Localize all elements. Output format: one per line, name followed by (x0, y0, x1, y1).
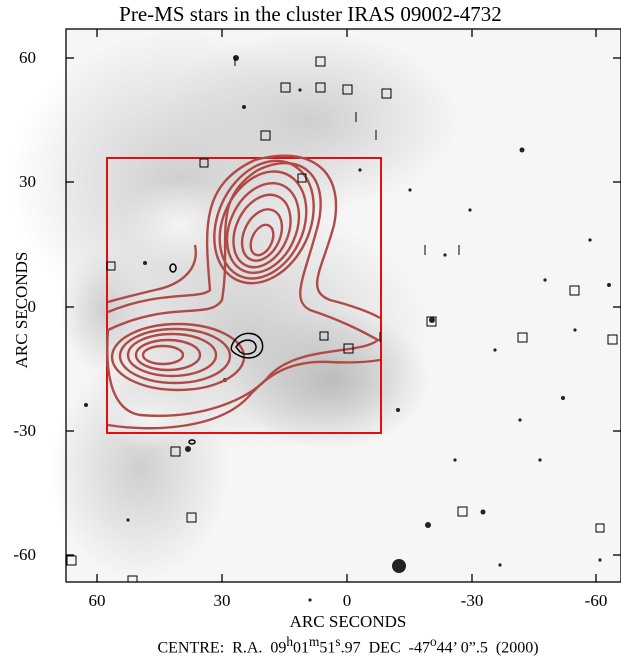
ra-minute-unit: m (309, 634, 320, 649)
x-tick-label: 0 (342, 591, 352, 610)
dec-arcsec-fraction: 5 (479, 639, 488, 657)
y-tick-label: 30 (19, 172, 36, 191)
x-axis-title: ARC SECONDS (289, 612, 407, 631)
red-contours-outer (106, 154, 381, 430)
y-tick-label: 60 (19, 48, 36, 67)
y-tick-label: -30 (13, 421, 36, 440)
dec-label: DEC -47 (360, 639, 430, 657)
dec-arcmin: 44 (436, 639, 453, 657)
ra-hour-unit: h (286, 634, 294, 649)
x-tick-label: 60 (88, 591, 106, 610)
y-tick-label: 0 (27, 297, 37, 316)
dec-degree-unit: o (429, 634, 437, 649)
x-tick-label: 30 (213, 591, 231, 610)
plot-axes-frame (65, 28, 621, 583)
ra-minutes: 01 (293, 639, 310, 657)
red-region-box (106, 157, 382, 434)
centre-coordinates: CENTRE: R.A. 09h01m51s.97 DEC -47o44’ 0”… (157, 634, 539, 657)
plot-title: Pre-MS stars in the cluster IRAS 09002-4… (119, 2, 502, 26)
ra-seconds: 51 (319, 639, 336, 657)
epoch: (2000) (487, 639, 539, 657)
ra-seconds-fraction: 97 (344, 639, 361, 657)
source-markers (66, 56, 618, 583)
black-contours (169, 263, 264, 445)
grayscale-sky-image (10, 29, 621, 602)
centre-prefix: CENTRE: R.A. 09 (157, 639, 287, 657)
x-tick-label: -30 (460, 591, 484, 610)
dec-arcsec: 0 (456, 639, 469, 657)
y-axis-title: ARC SECONDS (12, 251, 31, 369)
y-tick-label: -60 (13, 545, 36, 564)
x-tick-label: -60 (584, 591, 608, 610)
